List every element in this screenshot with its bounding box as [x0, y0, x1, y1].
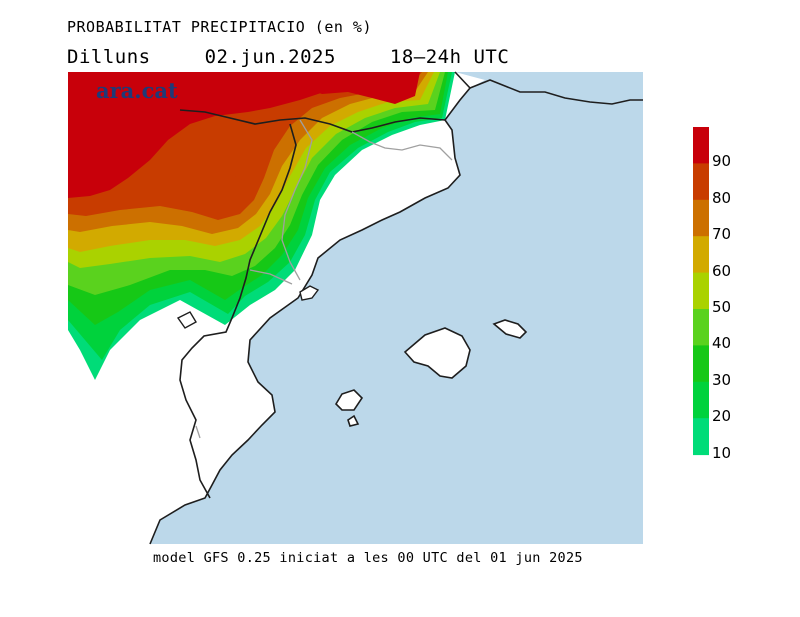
- legend-label-70: 70: [712, 225, 732, 244]
- legend-swatch-10: [693, 418, 709, 456]
- legend-label-80: 80: [712, 188, 732, 207]
- legend-label-60: 60: [712, 261, 732, 280]
- precip-band-90-north-pyrenees: [258, 72, 420, 104]
- regional-border-grey-south: [195, 425, 201, 439]
- legend-swatch-80: [693, 163, 709, 201]
- formentera-island: [347, 414, 360, 427]
- french-coast: [469, 79, 643, 105]
- period-label: 18–24h UTC: [389, 46, 510, 68]
- brand-logo: ara.cat: [96, 78, 178, 103]
- legend-swatch-60: [693, 236, 709, 274]
- day-label: Dilluns: [67, 46, 151, 68]
- date-label: 02.jun.2025: [204, 46, 336, 68]
- precip-band-90: [68, 72, 415, 198]
- legend-swatch-50: [693, 272, 709, 310]
- legend-colorbar: [693, 127, 709, 456]
- legend-swatch-70: [693, 199, 709, 237]
- legend-swatch-90: [693, 127, 709, 164]
- legend-label-90: 90: [712, 152, 732, 171]
- albufera-inlet: [176, 311, 197, 329]
- mediterranean-sea: [150, 72, 643, 544]
- legend-label-30: 30: [712, 370, 732, 389]
- mallorca-island: [403, 327, 471, 379]
- legend-label-10: 10: [712, 443, 732, 462]
- ebro-delta: [299, 285, 320, 301]
- legend-swatch-30: [693, 345, 709, 383]
- chart-title: PROBABILITAT PRECIPITACIO (en %): [67, 18, 372, 36]
- coastline: [149, 71, 472, 545]
- legend-label-40: 40: [712, 334, 732, 353]
- legend-swatch-40: [693, 309, 709, 346]
- precip-patch-80-west: [172, 162, 222, 194]
- legend-swatch-20: [693, 381, 709, 419]
- ibiza-island: [334, 389, 364, 411]
- pyrenees-border: [179, 109, 446, 133]
- regional-border-grey: [249, 119, 453, 285]
- model-info: model GFS 0.25 iniciat a les 00 UTC del …: [153, 550, 583, 566]
- legend-label-20: 20: [712, 407, 732, 426]
- legend-label-50: 50: [712, 298, 732, 316]
- precip-patch-80-center: [218, 176, 252, 204]
- catalonia-aragon-border: [179, 123, 297, 499]
- menorca-island: [492, 319, 528, 339]
- forecast-period: Dilluns 02.jun.2025 18–24h UTC: [67, 46, 509, 68]
